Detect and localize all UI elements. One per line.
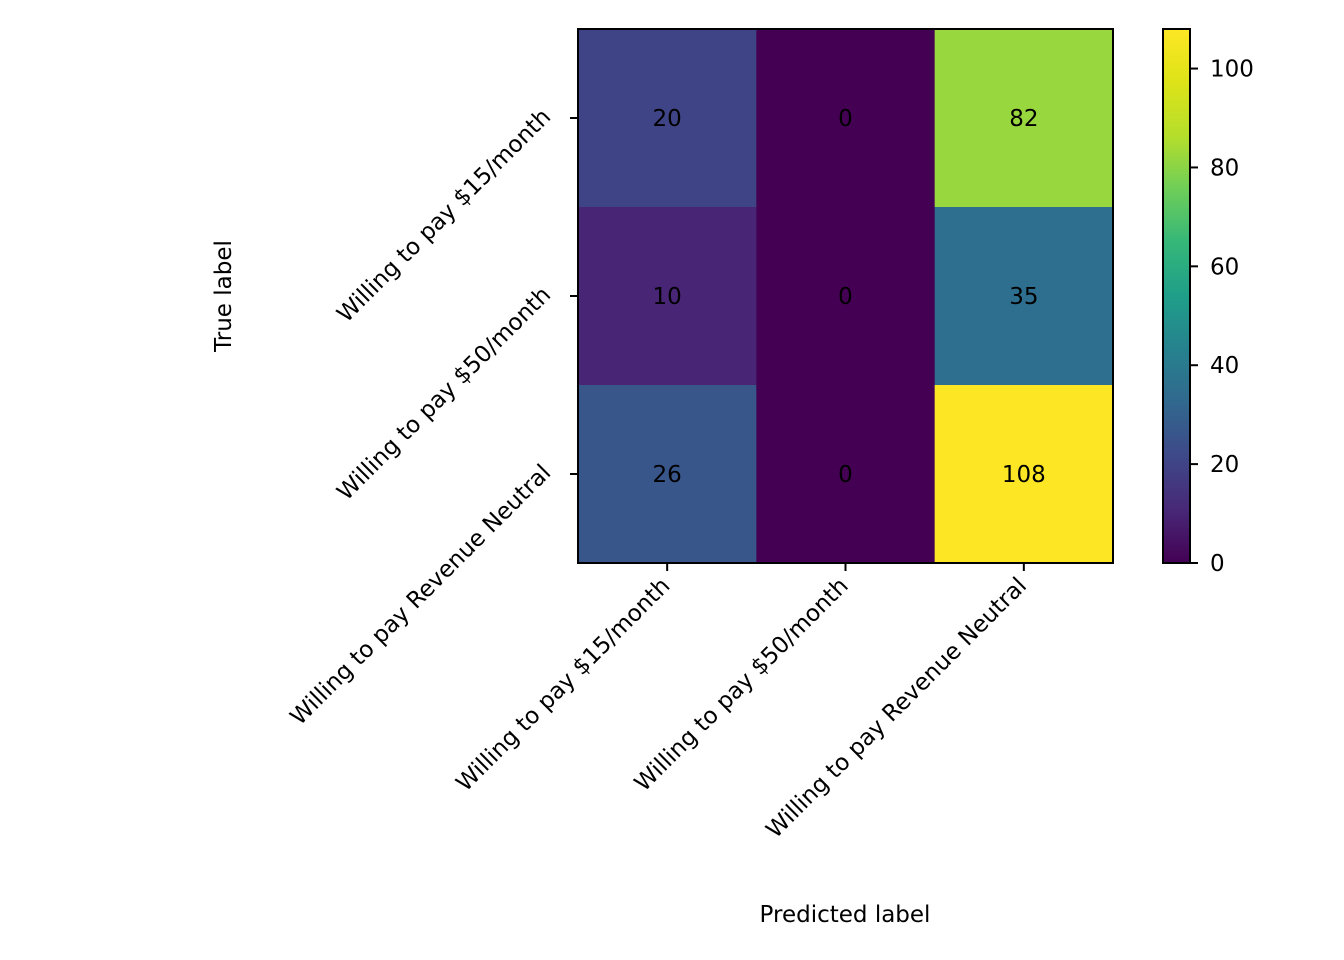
heatmap-cell — [934, 29, 1114, 208]
y-axis-title: True label — [211, 240, 237, 353]
y-tick-label: Willing to pay Revenue Neutral — [286, 460, 557, 731]
x-tick-label: Willing to pay $15/month — [452, 573, 676, 797]
colorbar-tick-label: 80 — [1210, 155, 1239, 181]
colorbar-tick-label: 60 — [1210, 254, 1239, 280]
colorbar: 0 20 40 60 80 100 — [1162, 28, 1254, 577]
y-tick-label: Willing to pay $15/month — [332, 104, 556, 328]
heatmap-cell — [756, 385, 936, 564]
cell-value-label: 35 — [1009, 284, 1038, 310]
colorbar-tick-label: 0 — [1210, 551, 1225, 577]
cell-value-label: 0 — [838, 462, 853, 488]
heatmap-cell — [756, 207, 936, 386]
x-axis-title: Predicted label — [760, 902, 931, 928]
y-tick-label: Willing to pay $50/month — [332, 282, 556, 506]
cell-value-label: 82 — [1009, 106, 1038, 132]
heatmap-cell — [934, 385, 1114, 564]
heatmap-cell — [756, 29, 936, 208]
heatmap-cells — [578, 29, 1114, 564]
colorbar-gradient — [1162, 28, 1191, 564]
colorbar-ticks: 0 20 40 60 80 100 — [1190, 57, 1254, 577]
cell-value-label: 108 — [1002, 462, 1046, 488]
heatmap-cell — [934, 207, 1114, 386]
colorbar-tick-label: 100 — [1210, 57, 1254, 83]
heatmap-cell — [578, 207, 757, 386]
cell-value-label: 0 — [838, 284, 853, 310]
heatmap-cell — [578, 385, 757, 564]
cell-value-label: 26 — [653, 462, 682, 488]
colorbar-tick-label: 40 — [1210, 353, 1239, 379]
heatmap-cell — [578, 29, 757, 208]
heatmap-cell-values: 20 0 82 10 0 35 26 0 108 — [653, 106, 1046, 488]
colorbar-tick-label: 20 — [1210, 452, 1239, 478]
x-tick-label: Willing to pay $50/month — [630, 573, 854, 797]
cell-value-label: 10 — [653, 284, 682, 310]
cell-value-label: 0 — [838, 106, 853, 132]
cell-value-label: 20 — [653, 106, 682, 132]
